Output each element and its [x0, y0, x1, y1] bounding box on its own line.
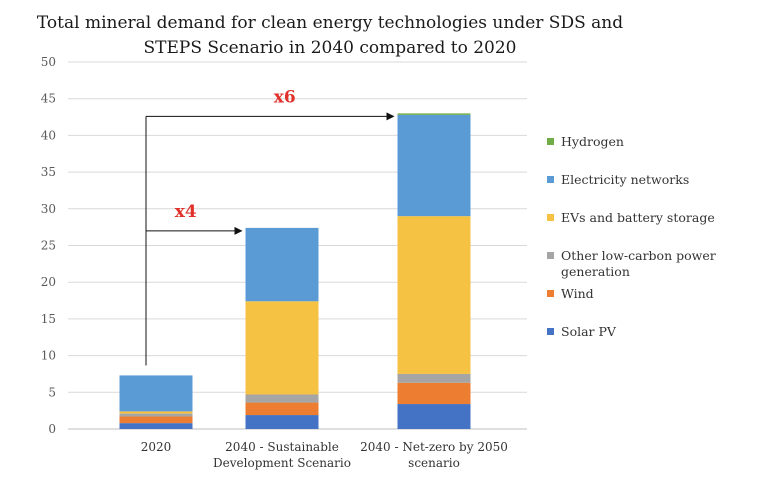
legend-label: Electricity networks: [561, 172, 689, 187]
legend-swatch: [547, 214, 554, 221]
y-tick-label: 50: [41, 55, 56, 69]
bar-segment: [119, 413, 193, 417]
bar-segment: [397, 373, 471, 383]
y-tick-label: 25: [41, 239, 56, 253]
bar-segment: [119, 416, 193, 424]
bar-segment: [397, 382, 471, 405]
chart-title-line-1: Total mineral demand for clean energy te…: [36, 13, 624, 33]
bar-segment: [119, 423, 193, 429]
bar-segment: [245, 402, 319, 416]
y-tick-label: 45: [41, 92, 56, 106]
legend-label: Solar PV: [561, 324, 617, 339]
bar-segment: [119, 411, 193, 414]
bar-segment: [397, 114, 471, 217]
legend-label: Hydrogen: [561, 134, 624, 149]
bar-segment: [245, 227, 319, 302]
y-tick-label: 15: [41, 312, 56, 326]
y-tick-label: 35: [41, 165, 56, 179]
legend-swatch: [547, 290, 554, 297]
bar-segment: [397, 113, 471, 115]
legend-swatch: [547, 176, 554, 183]
legend-label: generation: [561, 264, 630, 279]
x-tick-label: scenario: [408, 456, 460, 470]
legend-label: EVs and battery storage: [561, 210, 715, 225]
annotation-label: x6: [274, 87, 296, 107]
legend-swatch: [547, 252, 554, 259]
bar-segment: [119, 375, 193, 412]
legend-swatch: [547, 138, 554, 145]
y-tick-label: 20: [41, 275, 56, 289]
bar-segment: [245, 394, 319, 403]
bar-segment: [245, 415, 319, 429]
annotation-label: x4: [175, 202, 197, 222]
chart-title-line-2: STEPS Scenario in 2040 compared to 2020: [143, 38, 517, 58]
y-tick-label: 5: [48, 385, 56, 399]
bar-segment: [245, 301, 319, 395]
y-tick-label: 0: [48, 422, 56, 436]
y-tick-label: 30: [41, 202, 56, 216]
x-tick-label: Development Scenario: [213, 456, 351, 470]
bar-segment: [397, 404, 471, 429]
x-tick-label: 2040 - Net-zero by 2050: [360, 440, 508, 454]
y-tick-label: 40: [41, 128, 56, 142]
y-tick-label: 10: [41, 349, 56, 363]
legend-label: Other low-carbon power: [561, 248, 716, 263]
legend-label: Wind: [561, 286, 594, 301]
legend-swatch: [547, 328, 554, 335]
bar-segment: [397, 216, 471, 374]
x-tick-label: 2020: [141, 440, 172, 454]
x-tick-label: 2040 - Sustainable: [225, 440, 339, 454]
